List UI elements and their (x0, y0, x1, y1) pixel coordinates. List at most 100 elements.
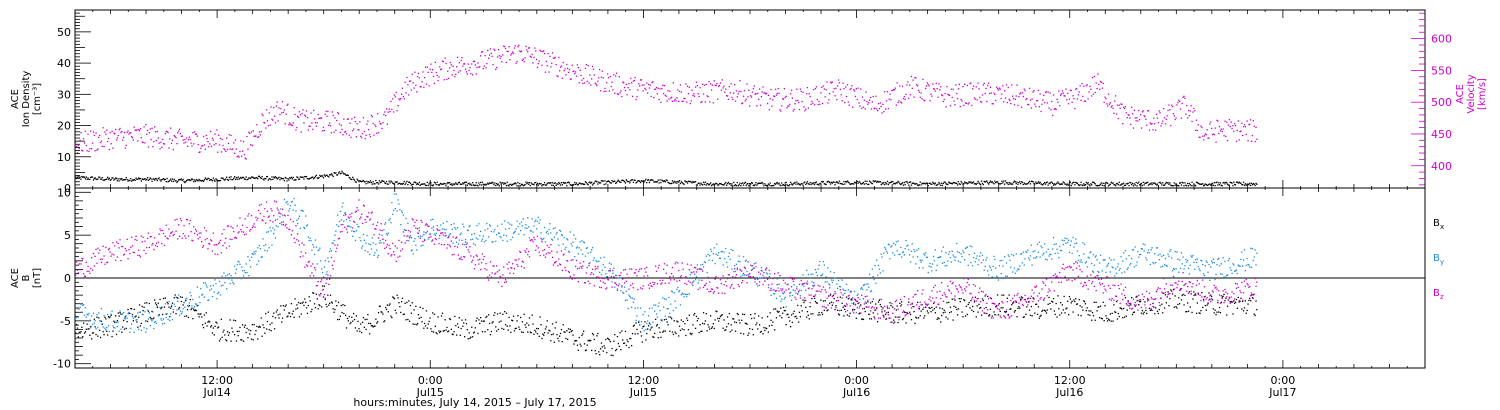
density-point (782, 184, 785, 186)
Bx-point (560, 328, 563, 331)
velocity-point (1008, 98, 1010, 100)
velocity-point (520, 51, 522, 53)
density-point (340, 172, 342, 174)
velocity-point (1207, 137, 1209, 139)
velocity-point (686, 85, 689, 87)
By-point (297, 222, 299, 225)
Bx-point (140, 322, 142, 324)
density-point (1234, 184, 1237, 186)
Bx-point (1192, 298, 1194, 300)
velocity-point (1030, 107, 1032, 109)
velocity-point (576, 64, 579, 66)
density-point (806, 182, 808, 184)
Bx-point (1132, 311, 1135, 314)
velocity-point (789, 103, 791, 106)
velocity-point (849, 88, 851, 91)
Bx-point (145, 320, 147, 322)
By-point (349, 220, 351, 222)
Bx-point (1120, 307, 1122, 309)
density-point (1071, 183, 1073, 185)
Bx-point (202, 327, 205, 329)
Bx-point (1159, 304, 1161, 307)
Bx-point (1182, 293, 1184, 296)
velocity-point (131, 135, 133, 138)
density-point (186, 179, 188, 182)
density-point (371, 183, 373, 185)
velocity-point (278, 107, 280, 109)
Bx-point (929, 307, 931, 309)
Bx-point (891, 321, 893, 323)
density-point (664, 181, 666, 183)
density-point (452, 183, 454, 185)
density-point (549, 182, 551, 185)
velocity-point (268, 112, 270, 114)
density-point (383, 180, 385, 182)
By-point (321, 271, 324, 274)
density-point (801, 183, 803, 185)
density-point (80, 178, 82, 180)
Bx-point (1218, 306, 1221, 309)
density-point (1073, 181, 1075, 184)
velocity-point (571, 64, 573, 66)
velocity-point (232, 148, 234, 150)
density-point (702, 181, 705, 183)
density-point (522, 184, 524, 187)
velocity-point (1001, 93, 1003, 95)
velocity-point (350, 136, 352, 138)
velocity-point (1141, 111, 1143, 113)
velocity-point (524, 57, 526, 59)
density-point (103, 179, 105, 181)
By-point (508, 227, 510, 230)
density-point (961, 182, 963, 184)
density-point (229, 178, 231, 180)
density-point (616, 180, 619, 182)
velocity-point (1083, 100, 1086, 102)
velocity-point (162, 138, 164, 141)
By-point (277, 226, 279, 228)
density-point (558, 181, 560, 184)
Bx-point (593, 338, 595, 341)
density-point (1068, 181, 1071, 184)
By-point (193, 307, 195, 309)
density-point (1255, 182, 1257, 185)
density-point (146, 178, 148, 180)
density-point (358, 181, 360, 183)
By-point (536, 220, 539, 223)
density-point (957, 181, 960, 183)
velocity-point (1150, 123, 1152, 125)
Bx-point (546, 320, 548, 322)
density-point (608, 181, 611, 183)
density-point (444, 183, 446, 185)
density-point (727, 181, 730, 183)
Bx-point (497, 328, 500, 331)
density-point (1131, 184, 1133, 186)
density-point (655, 181, 657, 183)
velocity-point (519, 50, 521, 52)
velocity-point (544, 71, 547, 73)
velocity-point (515, 62, 517, 64)
density-point (652, 179, 654, 181)
velocity-point (1082, 95, 1084, 98)
velocity-point (1119, 107, 1121, 109)
Bx-point (329, 294, 332, 296)
velocity-point (931, 95, 933, 97)
velocity-point (660, 101, 662, 104)
velocity-point (502, 54, 504, 56)
velocity-point (124, 147, 126, 149)
velocity-point (1091, 77, 1094, 79)
density-point (755, 182, 757, 184)
density-point (320, 175, 322, 178)
velocity-point (282, 111, 285, 113)
Bx-point (570, 330, 572, 333)
By-point (354, 239, 357, 242)
density-point (384, 182, 386, 184)
density-point (1164, 183, 1167, 185)
Bx-point (256, 325, 258, 328)
density-point (1065, 183, 1067, 185)
velocity-point (1069, 89, 1071, 91)
Bx-point (201, 316, 203, 318)
Bx-point (1229, 301, 1231, 303)
density-point (681, 181, 683, 184)
velocity-point (75, 145, 78, 148)
velocity-point (101, 145, 103, 147)
